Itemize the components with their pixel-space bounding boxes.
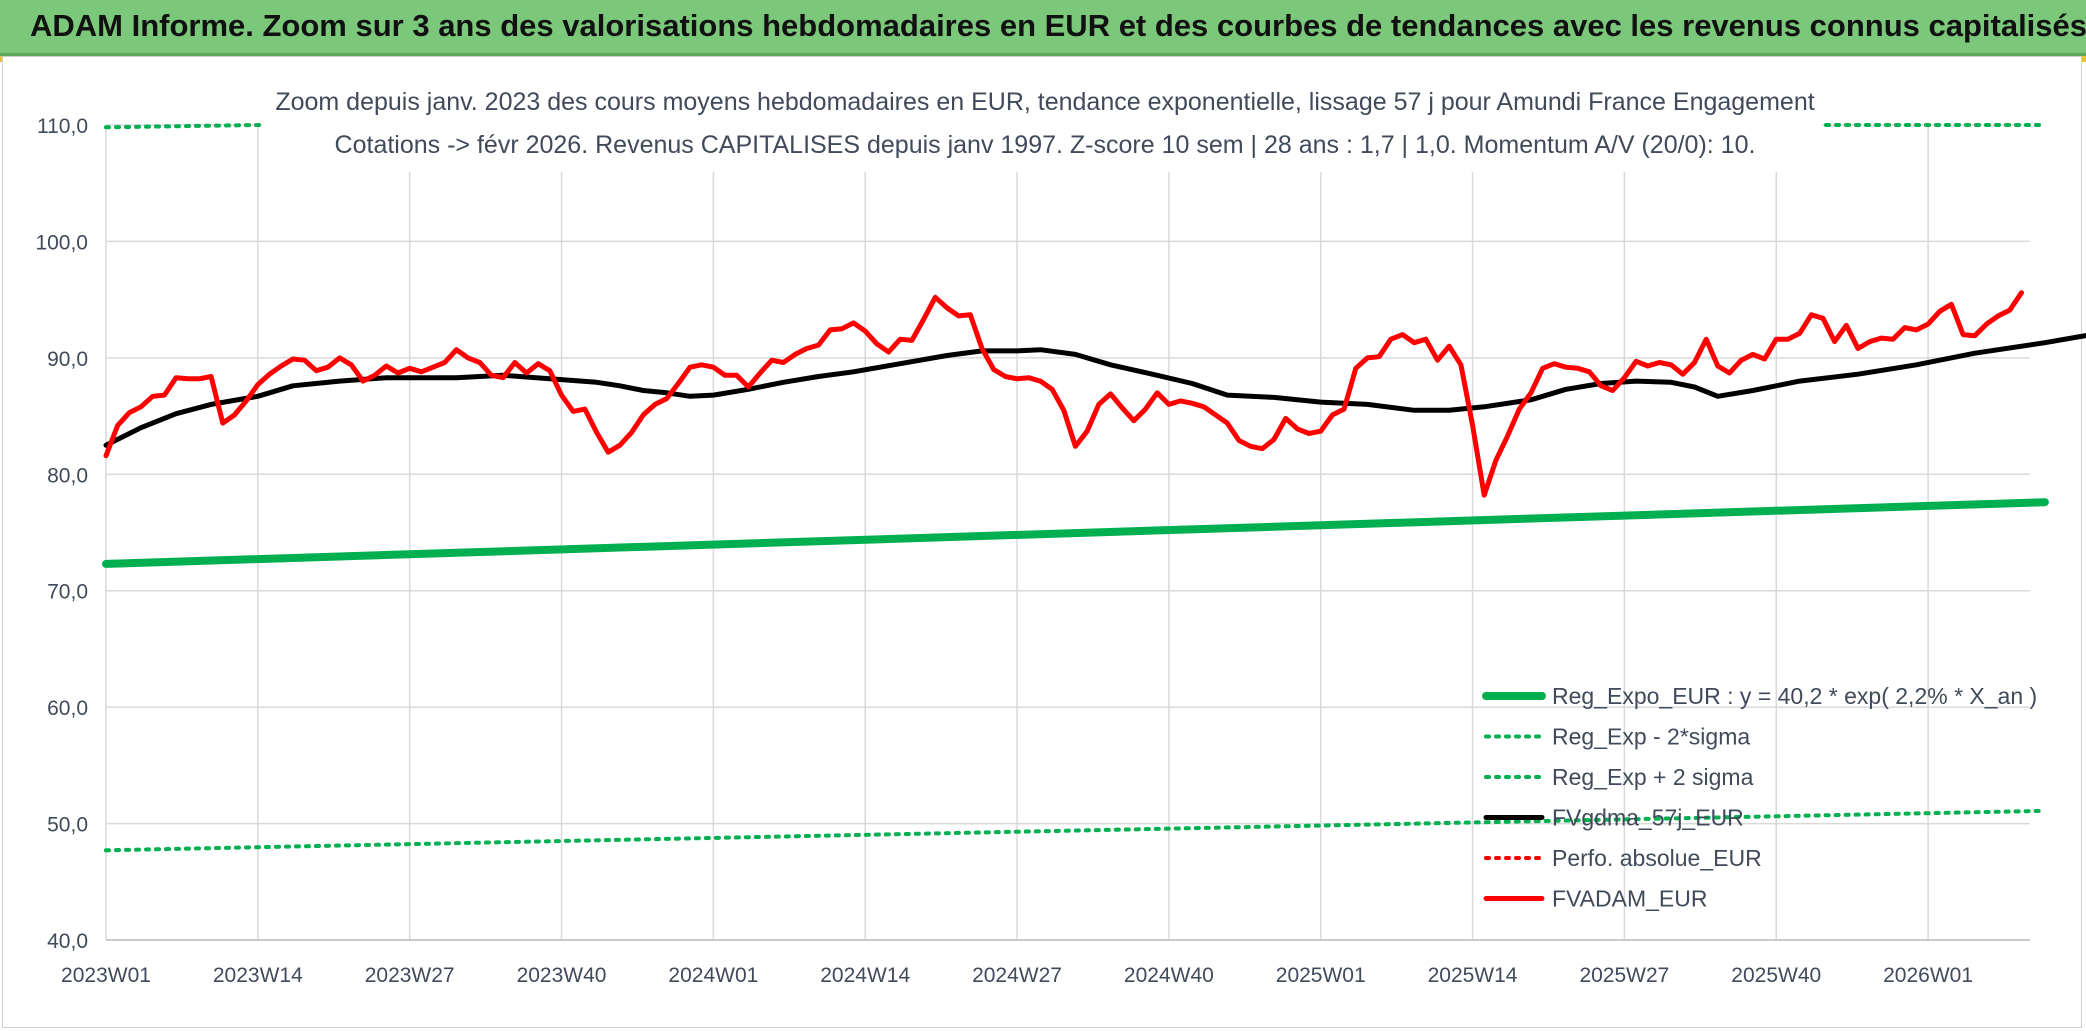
legend-label: Reg_Expo_EUR : y = 40,2 * exp( 2,2% * X_…: [1552, 683, 2037, 709]
series-line-reg-expo-eur-y-40-2-exp-2-2-x-an: [102, 498, 2049, 568]
chart-legend: Reg_Expo_EUR : y = 40,2 * exp( 2,2% * X_…: [1482, 683, 2037, 912]
x-tick-label: 2024W40: [1124, 964, 1214, 987]
report-banner: ADAM Informe. Zoom sur 3 ans des valoris…: [0, 0, 2086, 56]
y-tick-label: 50,0: [47, 814, 88, 837]
y-tick-label: 60,0: [47, 697, 88, 720]
x-axis: 2023W01 2023W14 2023W27 2023W40 2024W01 2024W…: [61, 964, 1973, 987]
x-tick-label: 2024W14: [820, 964, 910, 987]
chart-subtitle: Cotations -> févr 2026. Revenus CAPITALI…: [335, 131, 1756, 159]
legend-label: Reg_Exp + 2 sigma: [1552, 764, 1754, 790]
x-tick-label: 2024W27: [972, 964, 1062, 987]
series-line-reg-exp-2-sigma: [104, 808, 2047, 853]
title-backdrop: [262, 82, 1822, 172]
x-tick-label: 2026W01: [1883, 964, 1973, 987]
y-axis: 40,0 50,0 60,0 70,0 80,0 90,0 100,0 110,0: [35, 115, 88, 953]
chart-area: [2, 56, 2082, 1028]
y-tick-label: 100,0: [35, 231, 88, 254]
x-tick-label: 2023W14: [213, 964, 303, 987]
x-tick-label: 2023W27: [365, 964, 455, 987]
y-tick-label: 70,0: [47, 581, 88, 604]
y-tick-label: 110,0: [37, 115, 88, 138]
x-tick-label: 2025W27: [1579, 964, 1669, 987]
series-layer: [102, 123, 2086, 853]
legend-label: FVADAM_EUR: [1552, 886, 1708, 912]
x-tick-label: 2025W14: [1428, 964, 1518, 987]
y-tick-label: 90,0: [47, 348, 88, 371]
x-tick-label: 2025W40: [1731, 964, 1821, 987]
x-tick-label: 2023W01: [61, 964, 151, 987]
corner-marker-right: [2080, 56, 2086, 62]
series-line-fvgdma-57j-eur: [103, 333, 2086, 448]
legend-label: Reg_Exp - 2*sigma: [1552, 724, 1750, 750]
legend-label: FVgdma_57j_EUR: [1552, 805, 1744, 831]
x-tick-label: 2025W01: [1276, 964, 1366, 987]
chart-title: Zoom depuis janv. 2023 des cours moyens …: [275, 88, 1814, 116]
y-tick-label: 80,0: [47, 464, 88, 487]
chart-grid: [105, 124, 2030, 941]
y-tick-label: 40,0: [47, 930, 88, 953]
x-tick-label: 2023W40: [517, 964, 607, 987]
report-title: ADAM Informe. Zoom sur 3 ans des valoris…: [30, 8, 2086, 43]
legend-label: Perfo. absolue_EUR: [1552, 845, 1762, 871]
series-line-fvadam-eur: [103, 290, 2024, 498]
x-tick-label: 2024W01: [668, 964, 758, 987]
